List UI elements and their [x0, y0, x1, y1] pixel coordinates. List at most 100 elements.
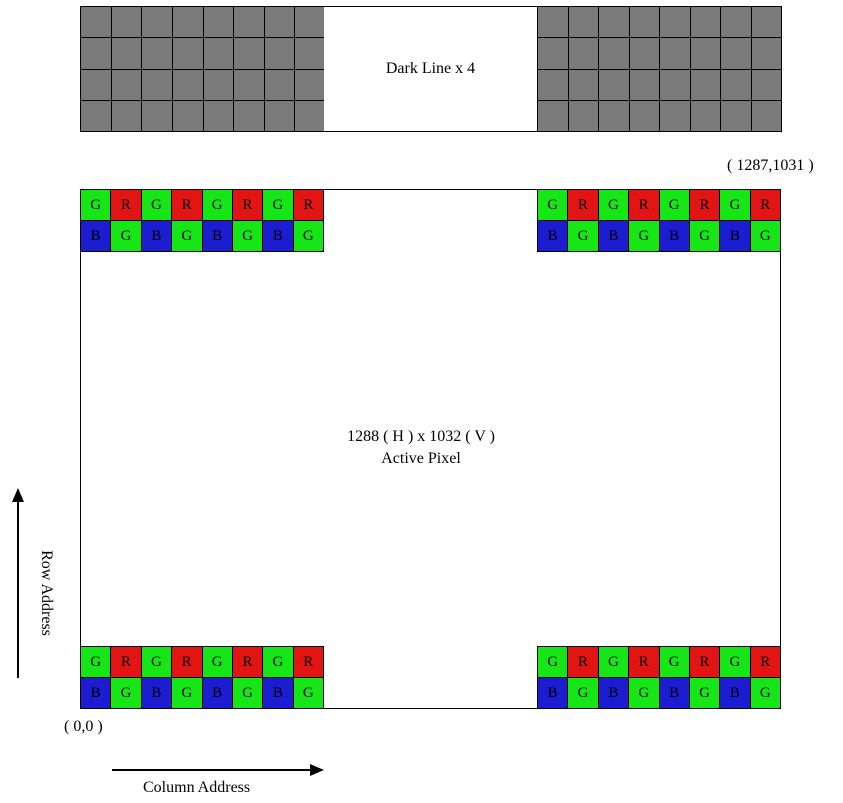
- dark-pixel-cell: [690, 7, 720, 38]
- active-pixel-size: 1288 ( H ) x 1032 ( V ): [347, 428, 495, 445]
- dark-pixel-cell: [81, 7, 111, 38]
- bayer-pixel-b: B: [598, 221, 629, 251]
- dark-pixel-cell: [142, 38, 172, 69]
- bayer-pixel-r: R: [629, 190, 659, 220]
- dark-pixel-cell: [568, 38, 598, 69]
- bayer-pixel-g: G: [538, 190, 568, 220]
- bayer-pixel-g: G: [202, 190, 232, 220]
- bayer-pixel-b: B: [81, 221, 111, 251]
- dark-pixel-cell: [295, 69, 325, 100]
- bayer-pixel-r: R: [111, 647, 141, 677]
- bayer-pixel-g: G: [172, 221, 202, 251]
- bayer-pixel-g: G: [659, 190, 689, 220]
- dark-pixel-cell: [234, 7, 264, 38]
- dark-pixel-cell: [538, 38, 568, 69]
- bayer-pixel-b: B: [538, 678, 568, 708]
- dark-pixel-cell: [538, 69, 568, 100]
- bayer-pixel-r: R: [232, 647, 263, 677]
- bayer-pixel-r: R: [750, 190, 780, 220]
- dark-pixel-cell: [568, 7, 598, 38]
- row-address-arrow-icon: [12, 488, 24, 678]
- dark-line-grid-left: [80, 6, 326, 132]
- dark-pixel-cell: [203, 38, 234, 69]
- bayer-pixel-r: R: [568, 647, 598, 677]
- row-address-label: Row Address: [38, 550, 55, 636]
- dark-pixel-cell: [142, 100, 172, 131]
- dark-pixel-cell: [690, 100, 720, 131]
- dark-pixel-cell: [264, 38, 295, 69]
- dark-pixel-cell: [538, 100, 568, 131]
- dark-pixel-cell: [81, 69, 111, 100]
- dark-pixel-cell: [751, 7, 781, 38]
- bayer-pixel-g: G: [293, 678, 323, 708]
- dark-pixel-cell: [172, 69, 203, 100]
- dark-pixel-cell: [721, 38, 751, 69]
- bayer-pixel-g: G: [141, 190, 172, 220]
- bayer-pixel-g: G: [568, 221, 598, 251]
- active-pixel-caption: 1288 ( H ) x 1032 ( V ) Active Pixel: [300, 426, 542, 470]
- bayer-pixel-r: R: [293, 190, 323, 220]
- dark-pixel-cell: [172, 100, 203, 131]
- bayer-pixel-g: G: [598, 190, 629, 220]
- dark-pixel-cell: [599, 38, 629, 69]
- dark-pixel-cell: [751, 38, 781, 69]
- bayer-pixel-g: G: [629, 221, 659, 251]
- dark-pixel-cell: [111, 100, 142, 131]
- active-pixel-frame: [80, 189, 781, 709]
- bayer-pixel-r: R: [172, 190, 202, 220]
- dark-pixel-cell: [599, 69, 629, 100]
- dark-pixel-cell: [660, 7, 690, 38]
- dark-pixel-cell: [721, 7, 751, 38]
- bayer-pixel-g: G: [689, 678, 720, 708]
- dark-pixel-cell: [203, 69, 234, 100]
- bayer-pixel-r: R: [568, 190, 598, 220]
- dark-pixel-cell: [111, 69, 142, 100]
- bayer-pixel-b: B: [538, 221, 568, 251]
- dark-line-label: Dark Line x 4: [385, 60, 476, 77]
- active-pixel-label: Active Pixel: [381, 450, 461, 467]
- dark-pixel-cell: [264, 69, 295, 100]
- dark-pixel-cell: [234, 38, 264, 69]
- dark-pixel-cell: [81, 38, 111, 69]
- dark-pixel-cell: [295, 100, 325, 131]
- bayer-pixel-g: G: [263, 647, 293, 677]
- bayer-pixel-g: G: [629, 678, 659, 708]
- dark-pixel-cell: [629, 69, 659, 100]
- dark-pixel-cell: [203, 100, 234, 131]
- bayer-pixel-g: G: [111, 678, 141, 708]
- bayer-pixel-g: G: [81, 190, 111, 220]
- bayer-pixel-r: R: [689, 190, 720, 220]
- bayer-pixel-b: B: [263, 221, 293, 251]
- bayer-pixel-g: G: [538, 647, 568, 677]
- bayer-pixel-b: B: [263, 678, 293, 708]
- dark-pixel-cell: [721, 69, 751, 100]
- bayer-pixel-g: G: [720, 190, 750, 220]
- dark-pixel-cell: [111, 38, 142, 69]
- bayer-pixel-g: G: [81, 647, 111, 677]
- dark-pixel-cell: [660, 100, 690, 131]
- dark-pixel-cell: [751, 100, 781, 131]
- dark-pixel-cell: [264, 100, 295, 131]
- dark-pixel-cell: [142, 69, 172, 100]
- bayer-pixel-r: R: [232, 190, 263, 220]
- dark-pixel-cell: [568, 69, 598, 100]
- bayer-pixel-g: G: [141, 647, 172, 677]
- dark-pixel-cell: [142, 7, 172, 38]
- bayer-pixel-r: R: [689, 647, 720, 677]
- bayer-pixel-r: R: [629, 647, 659, 677]
- bayer-pixel-g: G: [111, 221, 141, 251]
- bayer-pixel-b: B: [141, 221, 172, 251]
- dark-pixel-cell: [234, 69, 264, 100]
- dark-pixel-cell: [568, 100, 598, 131]
- bayer-pixel-r: R: [111, 190, 141, 220]
- bayer-pixel-g: G: [750, 678, 780, 708]
- dark-pixel-cell: [111, 7, 142, 38]
- bayer-pixel-b: B: [598, 678, 629, 708]
- dark-pixel-cell: [690, 69, 720, 100]
- dark-pixel-cell: [660, 38, 690, 69]
- bayer-pixel-b: B: [659, 221, 689, 251]
